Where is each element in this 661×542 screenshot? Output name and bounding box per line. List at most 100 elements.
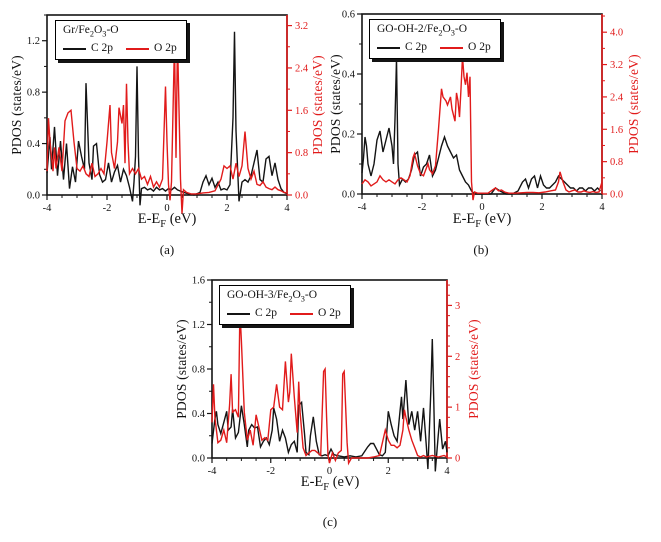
panel-b-y-axis-label-left: PDOS (states/eV) xyxy=(328,54,343,154)
y-right-tick-label: 0.8 xyxy=(610,157,623,168)
y-left-tick-label: 0.8 xyxy=(27,88,40,99)
y-left-tick-label: 1.2 xyxy=(27,36,40,47)
text-part: E-E xyxy=(300,474,324,490)
panel-a-y-axis-label-left: PDOS (states/eV) xyxy=(9,55,24,155)
y-left-tick-label: 1.6 xyxy=(192,276,205,287)
x-tick-label: -2 xyxy=(103,203,112,214)
y-right-tick-label: 4.0 xyxy=(610,28,623,39)
subscript-part: 2 xyxy=(89,29,94,39)
c2p-line-sample xyxy=(377,46,400,49)
subscript-part: F xyxy=(475,218,482,230)
panel-b-x-axis-label: E-EF (eV) xyxy=(453,211,512,230)
c2p-line-sample xyxy=(63,47,86,50)
y-right-tick-label: 2 xyxy=(455,352,460,363)
panel-c-y-axis-label-right: PDOS (states/eV) xyxy=(466,319,481,419)
panel-b-legend: GO-OH-2/Fe2O3-O C 2p O 2p xyxy=(369,19,501,59)
text-part: E-E xyxy=(452,211,476,227)
y-left-tick-label: 0.4 xyxy=(27,139,41,150)
text-part: O xyxy=(93,24,103,36)
y-right-tick-label: 3.2 xyxy=(295,21,308,32)
panel-b-legend-title: GO-OH-2/Fe2O3-O xyxy=(377,22,491,39)
panel-c-legend: GO-OH-3/Fe2O3-O C 2p O 2p xyxy=(219,285,351,325)
text-part: -O xyxy=(106,24,119,36)
y-right-tick-label: 2.4 xyxy=(295,63,309,74)
panel-b-caption: (b) xyxy=(473,242,489,257)
o2p-line-sample xyxy=(440,46,464,49)
panel-a-caption: (a) xyxy=(159,242,175,257)
text-part: -O xyxy=(454,23,468,35)
y-right-tick-label: 1.6 xyxy=(295,106,308,117)
legend-label-o2p: O 2p xyxy=(154,42,177,55)
y-left-tick-label: 0.0 xyxy=(342,190,355,201)
text-part: (eV) xyxy=(166,211,197,227)
subscript-part: 2 xyxy=(438,28,443,38)
y-left-tick-label: 0.0 xyxy=(27,191,40,202)
panel-a-x-axis-label: E-EF (eV) xyxy=(138,211,197,230)
y-right-tick-label: 1.6 xyxy=(610,125,623,136)
text-part: Gr/Fe xyxy=(63,24,90,36)
y-left-tick-label: 1.2 xyxy=(192,320,205,331)
curve-c2p xyxy=(46,31,288,206)
x-tick-label: -2 xyxy=(266,466,275,477)
panel-b-y-axis-label-right: PDOS (states/eV) xyxy=(626,54,641,154)
o2p-line-sample xyxy=(290,312,314,315)
x-tick-label: 2 xyxy=(224,203,229,214)
legend-label-c2p: C 2p xyxy=(255,307,278,320)
panel-c-y-axis-label-left: PDOS (states/eV) xyxy=(174,319,189,419)
panel-c-legend-title: GO-OH-3/Fe2O3-O xyxy=(227,288,341,305)
panel-a-legend-title: Gr/Fe2O3-O xyxy=(63,23,177,40)
y-left-tick-label: 0.4 xyxy=(342,70,356,81)
x-tick-label: -4 xyxy=(43,203,52,214)
y-right-tick-label: 0 xyxy=(455,454,460,465)
x-tick-label: 2 xyxy=(386,466,391,477)
subscript-part: F xyxy=(323,481,330,493)
text-part: (eV) xyxy=(329,474,360,490)
legend-label-o2p: O 2p xyxy=(468,41,491,54)
text-part: GO-OH-2/Fe xyxy=(377,23,439,35)
curve-o2p xyxy=(361,56,603,201)
panel-plot-Gr/Fe2O3-O: -4 -2 0 2 4 0.0 0.4 0.8 1.2 0.0 0.8 1.6 2.4 3.2 xyxy=(27,14,309,214)
text-part: (eV) xyxy=(481,211,512,227)
curve-c2p xyxy=(211,338,448,472)
legend-label-c2p: C 2p xyxy=(91,42,114,55)
x-tick-label: 4 xyxy=(284,203,290,214)
curve-o2p xyxy=(211,310,448,466)
panel-a-y-axis-label-right: PDOS (states/eV) xyxy=(310,55,325,155)
text-part: O xyxy=(442,23,451,35)
y-right-tick-label: 0.0 xyxy=(610,190,623,201)
y-right-tick-label: 3 xyxy=(455,301,460,312)
y-right-tick-label: 2.4 xyxy=(610,92,624,103)
x-tick-label: 4 xyxy=(599,202,605,213)
text-part: -O xyxy=(304,289,318,301)
legend-label-o2p: O 2p xyxy=(318,307,341,320)
panel-a-legend: Gr/Fe2O3-O C 2p O 2p xyxy=(55,20,187,60)
y-left-tick-label: 0.4 xyxy=(192,409,206,420)
text-part: E-E xyxy=(137,211,161,227)
subscript-part: 3 xyxy=(300,294,305,304)
text-part: GO-OH-3/Fe xyxy=(227,289,289,301)
y-left-tick-label: 0.6 xyxy=(342,10,355,21)
c2p-line-sample xyxy=(227,312,250,315)
curve-o2p xyxy=(46,38,288,214)
x-tick-label: 0 xyxy=(327,466,332,477)
o2p-line-sample xyxy=(126,47,150,50)
x-tick-label: 4 xyxy=(444,466,450,477)
y-left-tick-label: 0.0 xyxy=(192,454,205,465)
panel-c-caption: (c) xyxy=(322,514,338,529)
y-right-tick-label: 1 xyxy=(455,403,460,414)
legend-label-c2p: C 2p xyxy=(405,41,428,54)
x-tick-label: -2 xyxy=(418,202,427,213)
y-left-tick-label: 0.2 xyxy=(342,130,355,141)
subscript-part: 3 xyxy=(102,29,107,39)
x-tick-label: 0 xyxy=(479,202,484,213)
curve-c2p xyxy=(361,58,601,195)
panel-c-x-axis-label: E-EF (eV) xyxy=(301,474,360,493)
subscript-part: 3 xyxy=(450,28,455,38)
x-tick-label: -4 xyxy=(208,466,217,477)
x-tick-label: -4 xyxy=(358,202,367,213)
panel-plot-GO-OH-2/Fe2O3-O: -4 -2 0 2 4 0.0 0.2 0.4 0.6 0.0 0.8 1.6 2.4 3.2 4.0 xyxy=(342,10,624,214)
y-right-tick-label: 0.0 xyxy=(295,191,308,202)
